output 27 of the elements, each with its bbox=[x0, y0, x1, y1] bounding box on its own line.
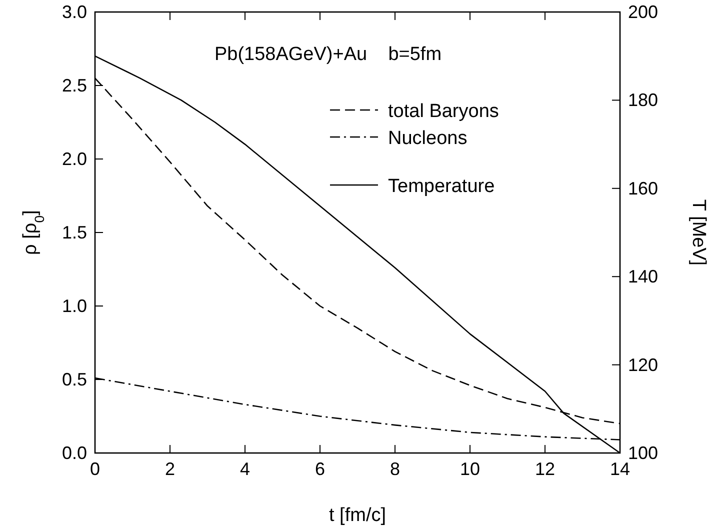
y2-tick-label: 120 bbox=[628, 354, 658, 375]
y2-axis-title: T [MeV] bbox=[688, 199, 709, 266]
y-tick-label: 3.0 bbox=[62, 2, 87, 22]
y-tick-label: 0.5 bbox=[62, 370, 87, 390]
y2-tick-label: 200 bbox=[628, 2, 658, 22]
annotation: Pb(158AGeV)+Au b=5fm bbox=[214, 44, 442, 65]
y-tick-label: 1.5 bbox=[62, 222, 87, 242]
y-tick-label: 1.0 bbox=[62, 296, 87, 316]
x-tick-label: 10 bbox=[460, 459, 480, 479]
x-tick-label: 2 bbox=[164, 459, 176, 479]
y-tick-label: 2.0 bbox=[62, 149, 87, 169]
legend-label: Nucleons bbox=[388, 128, 468, 149]
y-tick-label: 2.5 bbox=[62, 76, 87, 96]
x-tick-label: 6 bbox=[314, 459, 326, 479]
y2-tick-label: 160 bbox=[628, 178, 658, 198]
y2-tick-label: 100 bbox=[628, 443, 658, 463]
x-tick-label: 0 bbox=[90, 459, 100, 479]
x-tick-label: 4 bbox=[240, 459, 250, 479]
legend-label: total Baryons bbox=[388, 101, 499, 122]
x-tick-label: 12 bbox=[534, 459, 556, 479]
y-tick-label: 0.0 bbox=[62, 443, 87, 463]
x-tick-label: 8 bbox=[390, 459, 400, 479]
y2-tick-label: 140 bbox=[628, 266, 658, 287]
x-axis-title: t [fm/c] bbox=[329, 505, 386, 526]
y2-tick-label: 180 bbox=[628, 90, 658, 110]
x-tick-label: 14 bbox=[610, 459, 630, 479]
legend-label: Temperature bbox=[388, 176, 495, 197]
